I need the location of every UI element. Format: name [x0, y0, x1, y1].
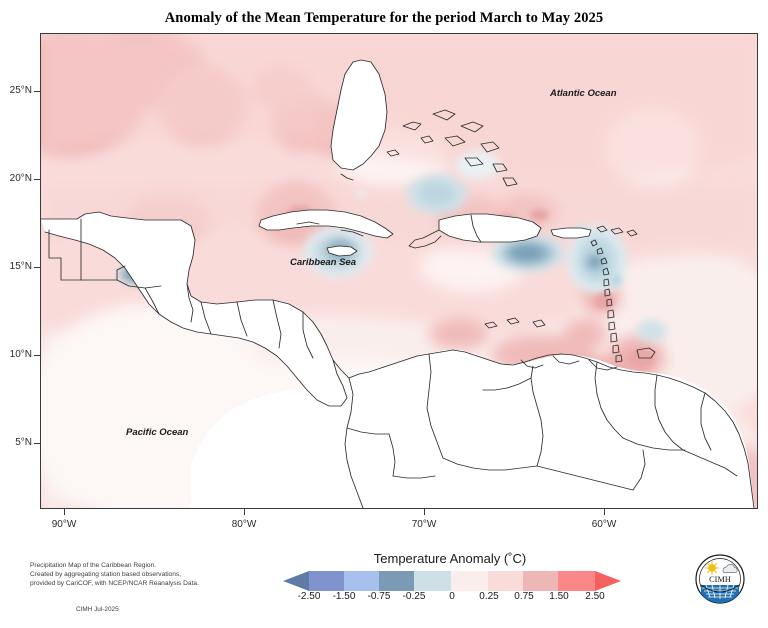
credit-line-3: provided by CariCOF, with NCEP/NCAR Rean…	[30, 580, 199, 588]
source-stamp: CIMH Jul-2025	[76, 606, 119, 613]
colorbar	[283, 571, 621, 591]
lat-tick-10n: 10°N	[9, 349, 32, 360]
colorbar-tick-2: -0.75	[367, 591, 391, 602]
label-caribbean-sea: Caribbean Sea	[290, 257, 356, 268]
colorbar-tick-7: 1.50	[549, 591, 569, 602]
logo-text: CIMH	[709, 575, 731, 584]
logo-cloud-icon	[722, 564, 738, 573]
colorbar-swatch-4	[414, 571, 451, 591]
colorbar-tick-6: 0.75	[514, 591, 534, 602]
cimh-logo: CIMH	[695, 554, 745, 604]
lon-tick-70w: 70°W	[411, 519, 437, 530]
lon-tick-90w: 90°W	[51, 519, 77, 530]
logo-water-arc	[700, 584, 740, 593]
coastline-layer	[41, 59, 755, 508]
map-canvas	[41, 34, 757, 508]
colorbar-tick-8: 2.50	[585, 591, 605, 602]
anomaly-shading-layer	[41, 34, 757, 508]
lon-tick-80w: 80°W	[231, 519, 257, 530]
lon-tick-60w: 60°W	[591, 519, 617, 530]
colorbar-title: Temperature Anomaly (˚C)	[373, 551, 527, 566]
credit-line-2: Created by aggregating station based obs…	[30, 571, 182, 579]
lat-tick-20n: 20°N	[9, 173, 32, 184]
colorbar-swatch-under	[283, 571, 309, 591]
colorbar-tick-labels: -2.50 -1.50 -0.75 -0.25 0 0.25 0.75 1.50…	[283, 591, 621, 605]
colorbar-swatch-3	[379, 571, 414, 591]
colorbar-tick-3: -0.25	[402, 591, 426, 602]
colorbar-swatch-over	[595, 571, 621, 591]
page-title: Anomaly of the Mean Temperature for the …	[164, 10, 604, 26]
colorbar-swatch-7	[523, 571, 558, 591]
colorbar-swatch-6	[488, 571, 523, 591]
logo-sun-icon	[705, 561, 719, 575]
colorbar-swatch-8	[558, 571, 595, 591]
colorbar-tick-5: 0.25	[479, 591, 499, 602]
colorbar-tick-1: -1.50	[332, 591, 356, 602]
logo-wave-lines	[702, 584, 738, 599]
map-panel	[40, 33, 758, 509]
credit-block: Precipitation Map of the Caribbean Regio…	[30, 561, 199, 589]
colorbar-swatch-2	[344, 571, 379, 591]
label-atlantic-ocean: Atlantic Ocean	[550, 88, 617, 99]
lat-tick-5n: 5°N	[15, 437, 32, 448]
lat-tick-15n: 15°N	[9, 261, 32, 272]
colorbar-tick-4: 0	[449, 591, 455, 602]
colorbar-swatch-5	[451, 571, 488, 591]
colorbar-swatch-1	[309, 571, 344, 591]
label-pacific-ocean: Pacific Ocean	[126, 427, 189, 438]
lat-tick-25n: 25°N	[9, 85, 32, 96]
colorbar-tick-0: -2.50	[297, 591, 321, 602]
credit-line-1: Precipitation Map of the Caribbean Regio…	[30, 562, 157, 569]
